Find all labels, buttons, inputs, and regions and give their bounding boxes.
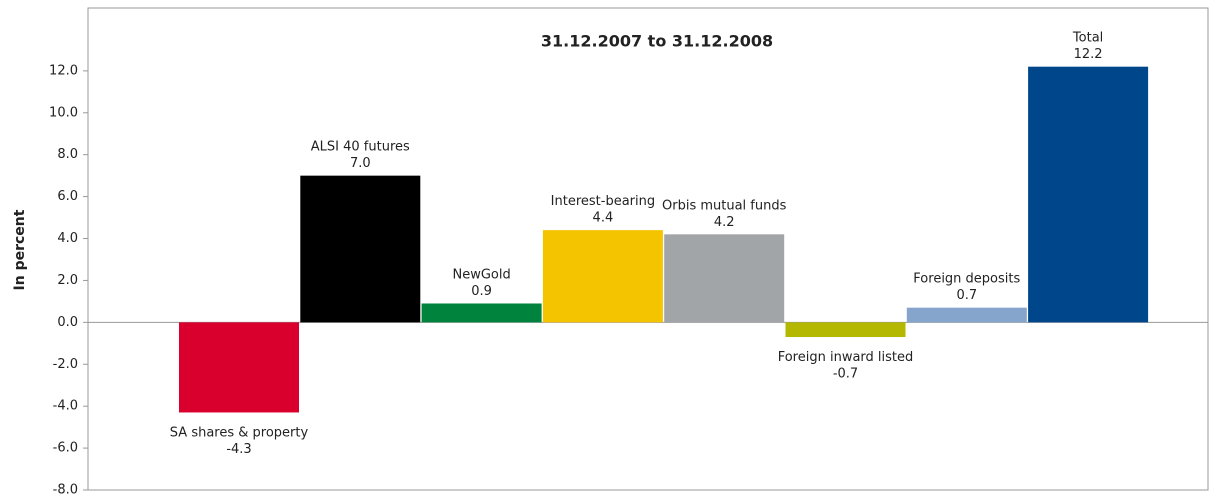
value-label: 7.0: [350, 156, 371, 171]
bar: [785, 322, 906, 338]
value-label: 4.2: [714, 215, 735, 230]
y-tick-label: 4.0: [57, 231, 78, 246]
y-tick-label: -8.0: [53, 483, 78, 497]
y-tick-label: 8.0: [57, 147, 78, 162]
category-label: Interest-bearing: [551, 194, 655, 209]
y-tick-label: -4.0: [53, 399, 78, 414]
category-label: Total: [1072, 30, 1103, 45]
category-label: Orbis mutual funds: [662, 198, 787, 213]
bar: [179, 322, 299, 413]
value-label: 0.7: [956, 288, 977, 303]
y-axis-title: In percent: [12, 209, 28, 290]
category-label: SA shares & property: [170, 425, 309, 440]
y-tick-label: -2.0: [53, 357, 78, 372]
bar: [542, 230, 663, 323]
bar: [300, 175, 421, 323]
value-label: 0.9: [471, 284, 492, 299]
y-tick-label: 12.0: [49, 63, 78, 78]
bar: [1028, 66, 1149, 323]
value-label: 4.4: [593, 211, 614, 226]
y-tick-label: 2.0: [57, 273, 78, 288]
category-label: NewGold: [452, 267, 510, 282]
value-label: 12.2: [1074, 47, 1103, 62]
chart-title: 31.12.2007 to 31.12.2008: [541, 32, 773, 51]
y-tick-label: 6.0: [57, 189, 78, 204]
value-label: -4.3: [226, 442, 251, 457]
bar: [421, 303, 542, 323]
bar: [906, 307, 1027, 323]
y-tick-label: -6.0: [53, 441, 78, 456]
plot-frame: [87, 7, 1209, 491]
category-label: Foreign deposits: [913, 271, 1020, 286]
y-tick-label: 10.0: [49, 105, 78, 120]
value-label: -0.7: [833, 367, 858, 382]
bar: [664, 234, 785, 323]
y-tick-label: 0.0: [57, 315, 78, 330]
category-label: ALSI 40 futures: [311, 139, 410, 154]
category-label: Foreign inward listed: [778, 350, 914, 365]
